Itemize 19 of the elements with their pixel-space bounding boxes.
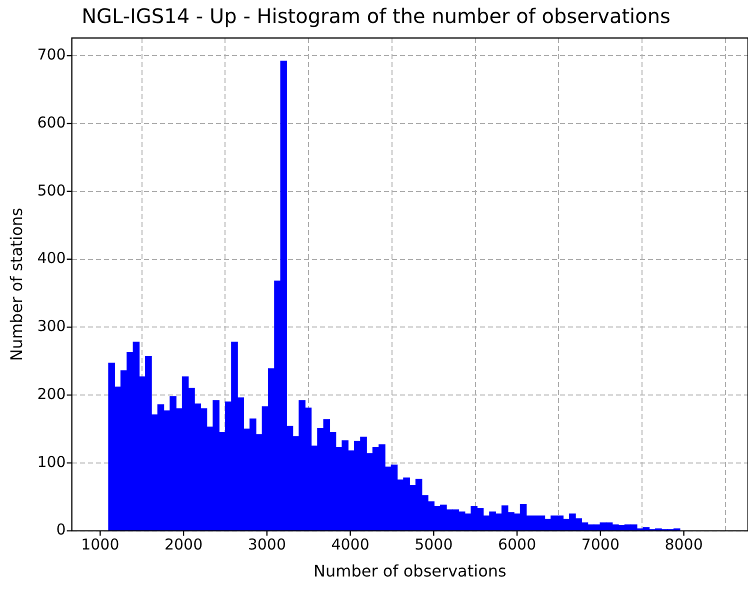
y-tick-label: 400 — [37, 249, 66, 268]
y-tick-label: 200 — [37, 384, 66, 403]
x-tick-label: 1000 — [81, 536, 120, 554]
y-axis-title: Number of stations — [6, 208, 26, 362]
x-tick-label: 8000 — [664, 536, 703, 554]
x-tick-label: 4000 — [331, 536, 370, 554]
x-tick-label: 6000 — [498, 536, 536, 554]
x-tick-label: 3000 — [248, 536, 286, 554]
x-tick-label: 2000 — [164, 536, 203, 554]
x-tick-label: 7000 — [581, 536, 620, 554]
y-tick-label: 0 — [56, 520, 66, 539]
x-axis-title: Number of observations — [314, 562, 506, 581]
y-tick-label: 700 — [37, 46, 66, 64]
y-tick-label: 500 — [37, 181, 66, 200]
y-tick-label: 600 — [37, 113, 66, 132]
y-tick-label: 100 — [37, 452, 66, 471]
y-tick-label: 300 — [37, 317, 66, 336]
x-tick-label: 5000 — [414, 536, 453, 554]
chart-title: NGL-IGS14 - Up - Histogram of the number of observations — [82, 4, 670, 28]
